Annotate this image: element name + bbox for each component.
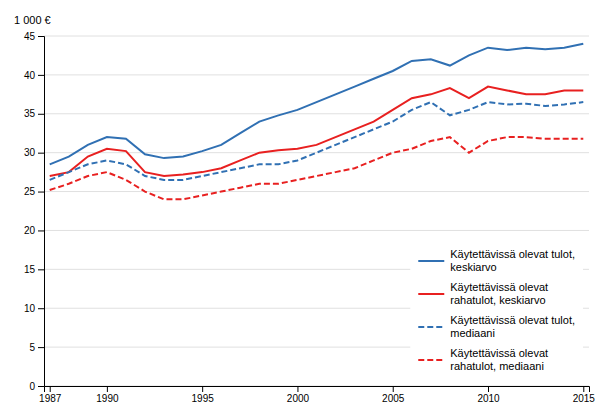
y-tick-mark xyxy=(38,153,44,154)
grid-line xyxy=(44,36,589,37)
x-tick-mark xyxy=(393,386,394,392)
x-tick: 2010 xyxy=(477,386,500,404)
legend-entry: Käytettävissä olevat tulot,mediaani xyxy=(418,314,575,339)
legend-label-line: rahatulot, keskiarvo xyxy=(450,294,545,306)
legend-entry: Käytettävissä olevatrahatulot, keskiarvo xyxy=(418,281,548,306)
y-tick: 15 xyxy=(24,264,44,275)
series-line xyxy=(50,137,584,199)
x-axis: 1987 1990 1995 2000 2005 2010 2015 xyxy=(39,386,595,404)
legend-entry: Käytettävissä olevat tulot,keskiarvo xyxy=(418,248,575,273)
x-tick-mark xyxy=(107,386,108,392)
y-label: 1 000 € xyxy=(14,14,51,26)
legend-label: Käytettävissä olevat tulot,mediaani xyxy=(450,314,575,339)
legend-label-line: keskiarvo xyxy=(450,261,496,273)
y-tick-mark xyxy=(38,269,44,270)
grid-line xyxy=(44,74,589,75)
x-tick: 1990 xyxy=(96,386,119,404)
y-tick-mark xyxy=(38,192,44,193)
y-tick-label: 35 xyxy=(24,108,36,119)
y-tick-label: 5 xyxy=(29,342,35,353)
x-axis-line xyxy=(45,387,590,393)
x-tick-label: 2015 xyxy=(573,393,596,404)
y-tick-label: 25 xyxy=(24,186,36,197)
x-tick: 2015 xyxy=(573,386,596,404)
y-tick: 25 xyxy=(24,186,44,197)
x-tick-mark xyxy=(50,386,51,392)
y-tick-label: 10 xyxy=(24,303,36,314)
x-tick-mark xyxy=(297,386,298,392)
y-tick: 30 xyxy=(24,147,44,158)
y-tick-mark xyxy=(38,114,44,115)
y-tick-mark xyxy=(38,230,44,231)
legend-label: Käytettävissä olevatrahatulot, keskiarvo xyxy=(450,281,548,306)
legend-label: Käytettävissä olevatrahatulot, mediaani xyxy=(450,347,548,372)
y-tick-mark xyxy=(38,386,44,387)
y-tick: 40 xyxy=(24,70,44,81)
series-line xyxy=(50,87,584,176)
y-tick: 35 xyxy=(24,108,44,119)
x-tick-mark xyxy=(488,386,489,392)
x-tick-label: 2000 xyxy=(287,393,310,404)
y-tick-mark xyxy=(38,308,44,309)
y-tick-label: 20 xyxy=(24,225,36,236)
y-tick: 45 xyxy=(24,31,44,42)
chart: 1987 1990 1995 2000 2005 2010 2015 0 5 10 15 20 25 30… xyxy=(0,0,605,416)
legend-entry: Käytettävissä olevatrahatulot, mediaani xyxy=(418,347,548,372)
y-axis: 0 5 10 15 20 25 30 35 40 45 xyxy=(24,31,45,392)
x-tick-mark xyxy=(202,386,203,392)
y-tick: 10 xyxy=(24,303,44,314)
grid-line xyxy=(44,191,589,192)
legend-label-line: Käytettävissä olevat xyxy=(450,347,548,359)
x-tick: 2005 xyxy=(382,386,405,404)
y-tick-label: 40 xyxy=(24,70,36,81)
legend-swatch xyxy=(418,326,444,328)
y-tick-mark xyxy=(38,36,44,37)
x-tick: 2000 xyxy=(287,386,310,404)
legend-label: Käytettävissä olevat tulot,keskiarvo xyxy=(450,248,575,273)
x-tick-mark xyxy=(583,386,584,392)
legend-label-line: rahatulot, mediaani xyxy=(450,360,544,372)
x-tick: 1995 xyxy=(192,386,215,404)
grid-line xyxy=(44,113,589,114)
series-line xyxy=(50,102,584,180)
legend-background xyxy=(410,240,583,380)
y-tick-mark xyxy=(38,347,44,348)
x-tick-label: 2010 xyxy=(477,393,500,404)
y-tick-label: 0 xyxy=(29,381,35,392)
y-tick-label: 15 xyxy=(24,264,36,275)
grid-line xyxy=(44,230,589,231)
y-tick-label: 45 xyxy=(24,31,36,42)
legend-swatch xyxy=(418,293,444,295)
legend-swatch xyxy=(418,260,444,262)
legend-label-line: Käytettävissä olevat tulot, xyxy=(450,314,575,326)
y-axis-line xyxy=(38,37,45,387)
y-tick-label: 30 xyxy=(24,147,36,158)
y-tick: 0 xyxy=(29,381,44,392)
legend: Käytettävissä olevat tulot,keskiarvoKäyt… xyxy=(410,240,583,380)
y-tick-mark xyxy=(38,75,44,76)
y-tick: 5 xyxy=(29,342,44,353)
x-tick-label: 2005 xyxy=(382,393,405,404)
x-tick-label: 1995 xyxy=(192,393,215,404)
legend-label-line: Käytettävissä olevat xyxy=(450,281,548,293)
plot-area xyxy=(50,44,584,200)
x-tick-label: 1987 xyxy=(39,393,62,404)
y-tick: 20 xyxy=(24,225,44,236)
legend-label-line: mediaani xyxy=(450,327,495,339)
legend-swatch xyxy=(418,359,444,361)
grid xyxy=(44,36,589,386)
legend-label-line: Käytettävissä olevat tulot, xyxy=(450,248,575,260)
x-tick-label: 1990 xyxy=(96,393,119,404)
x-tick: 1987 xyxy=(39,386,62,404)
